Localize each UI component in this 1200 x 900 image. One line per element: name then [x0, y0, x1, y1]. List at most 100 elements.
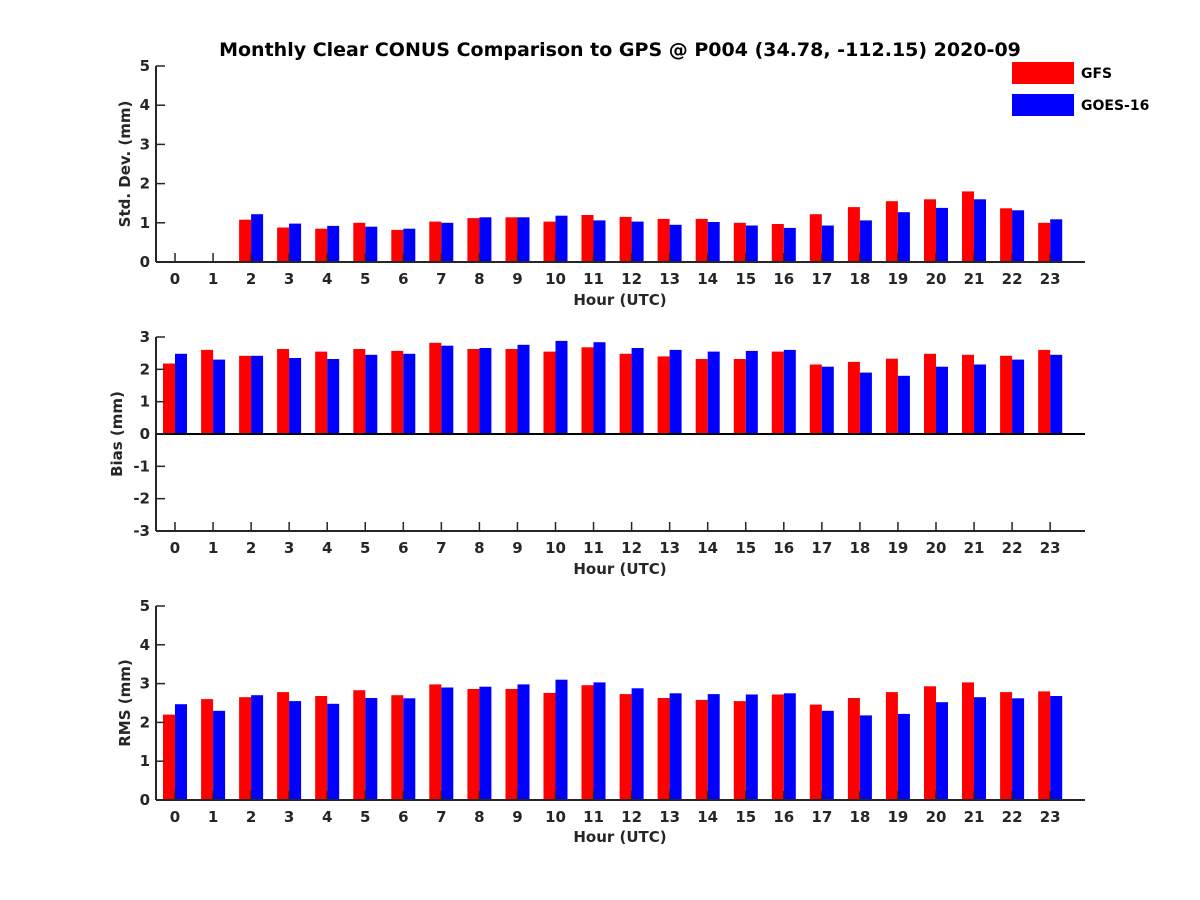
x-tick-label-1-16: 16 [773, 539, 794, 557]
bar-2-goes-16-5 [365, 698, 378, 800]
bar-0-goes-16-14 [707, 222, 720, 262]
x-tick-label-1-8: 8 [474, 539, 484, 557]
bar-0-goes-16-11 [593, 220, 606, 262]
y-tick-label-2-4: 4 [140, 636, 150, 654]
x-tick-label-2-4: 4 [322, 808, 332, 826]
bar-1-gfs-9 [505, 349, 518, 434]
bar-1-gfs-17 [809, 364, 822, 434]
x-tick-label-1-20: 20 [926, 539, 947, 557]
x-tick-label-0-19: 19 [888, 270, 909, 288]
x-tick-label-2-12: 12 [621, 808, 642, 826]
x-tick-label-0-20: 20 [926, 270, 947, 288]
bar-1-gfs-22 [1000, 355, 1013, 434]
bar-2-gfs-13 [657, 698, 670, 800]
bar-2-gfs-20 [924, 686, 936, 800]
bar-2-goes-16-3 [289, 701, 302, 800]
bar-1-goes-16-12 [631, 348, 644, 434]
bar-1-gfs-21 [962, 354, 974, 434]
x-tick-label-0-11: 11 [583, 270, 604, 288]
bar-0-goes-16-3 [289, 223, 302, 262]
bar-1-gfs-20 [924, 353, 936, 434]
y-tick-label-0-2: 2 [140, 175, 150, 193]
bar-1-goes-16-2 [251, 355, 264, 434]
bar-2-gfs-10 [543, 692, 556, 800]
x-tick-label-0-22: 22 [1002, 270, 1023, 288]
bar-0-goes-16-5 [365, 226, 378, 262]
y-tick-label-1--1: -1 [133, 457, 150, 475]
bar-2-goes-16-20 [936, 702, 948, 800]
x-tick-label-1-22: 22 [1002, 539, 1023, 557]
bar-2-gfs-1 [201, 699, 214, 800]
x-tick-label-0-7: 7 [436, 270, 446, 288]
bar-1-goes-16-20 [936, 366, 948, 434]
bar-2-goes-16-6 [403, 698, 416, 800]
bar-2-gfs-23 [1038, 691, 1051, 800]
bar-2-goes-16-10 [555, 679, 568, 800]
bar-2-goes-16-19 [897, 713, 910, 800]
x-tick-label-2-5: 5 [360, 808, 370, 826]
bar-2-goes-16-17 [821, 710, 834, 800]
x-tick-label-0-5: 5 [360, 270, 370, 288]
bar-2-gfs-7 [429, 684, 442, 800]
x-tick-label-2-2: 2 [246, 808, 256, 826]
x-tick-label-1-3: 3 [284, 539, 294, 557]
bar-2-gfs-14 [695, 699, 708, 800]
bar-0-goes-16-6 [403, 228, 416, 262]
x-tick-label-0-3: 3 [284, 270, 294, 288]
bar-2-gfs-9 [505, 689, 518, 800]
x-tick-label-2-6: 6 [398, 808, 408, 826]
bar-2-gfs-3 [277, 692, 290, 800]
x-tick-label-1-5: 5 [360, 539, 370, 557]
bar-0-goes-16-13 [669, 224, 682, 262]
bar-1-gfs-14 [695, 359, 708, 434]
x-tick-label-1-18: 18 [849, 539, 870, 557]
y-tick-label-0-5: 5 [140, 57, 150, 75]
x-tick-label-0-9: 9 [512, 270, 522, 288]
bar-0-goes-16-10 [555, 215, 568, 262]
x-tick-label-2-3: 3 [284, 808, 294, 826]
bar-1-gfs-23 [1038, 349, 1051, 434]
bar-0-goes-16-17 [821, 225, 834, 262]
bar-2-gfs-5 [353, 690, 366, 800]
bar-1-goes-16-7 [441, 345, 454, 434]
x-tick-label-1-9: 9 [512, 539, 522, 557]
bar-2-gfs-6 [391, 695, 404, 800]
y-tick-label-1--3: -3 [133, 522, 150, 540]
bar-0-gfs-17 [809, 214, 822, 262]
x-tick-label-0-13: 13 [659, 270, 680, 288]
x-tick-label-1-13: 13 [659, 539, 680, 557]
x-tick-label-0-16: 16 [773, 270, 794, 288]
bar-1-goes-16-10 [555, 340, 568, 434]
bar-2-gfs-2 [239, 697, 252, 800]
y-tick-label-0-3: 3 [140, 135, 150, 153]
y-axis-label-1: Bias (mm) [108, 391, 126, 477]
bar-0-goes-16-16 [783, 227, 796, 262]
bar-1-goes-16-1 [213, 359, 226, 434]
bar-2-goes-16-16 [783, 693, 796, 800]
x-tick-label-1-11: 11 [583, 539, 604, 557]
bar-2-goes-16-9 [517, 684, 530, 800]
bar-1-goes-16-4 [327, 359, 340, 434]
bar-0-gfs-2 [239, 219, 252, 262]
x-tick-label-1-4: 4 [322, 539, 332, 557]
x-tick-label-2-16: 16 [773, 808, 794, 826]
y-tick-label-2-3: 3 [140, 675, 150, 693]
bar-2-goes-16-7 [441, 687, 454, 800]
bar-0-gfs-4 [315, 228, 328, 262]
bar-2-goes-16-4 [327, 703, 340, 800]
bar-2-goes-16-22 [1012, 698, 1025, 800]
x-tick-label-0-10: 10 [545, 270, 566, 288]
x-tick-label-1-14: 14 [697, 539, 718, 557]
x-tick-label-1-23: 23 [1040, 539, 1061, 557]
x-tick-label-2-0: 0 [170, 808, 180, 826]
bar-0-goes-16-20 [936, 207, 948, 262]
bar-2-goes-16-11 [593, 682, 606, 800]
x-tick-label-0-4: 4 [322, 270, 332, 288]
bar-2-goes-16-14 [707, 694, 720, 800]
bar-2-gfs-16 [771, 694, 784, 800]
bar-2-gfs-11 [581, 685, 594, 800]
bar-0-gfs-19 [885, 201, 898, 262]
